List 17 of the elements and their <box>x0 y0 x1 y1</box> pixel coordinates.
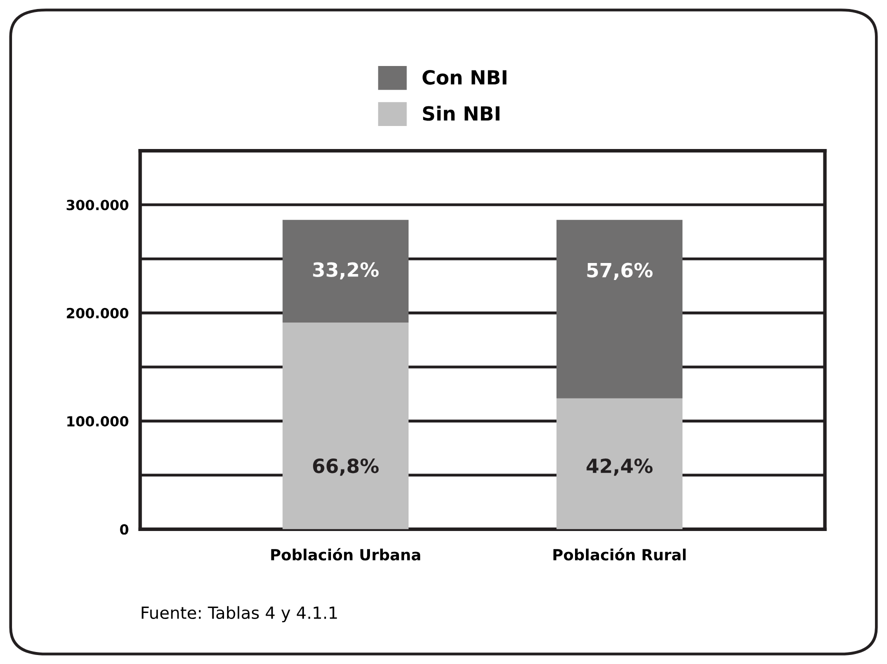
x-tick-label: Población Urbana <box>271 548 420 560</box>
y-tick-label: 100.000 <box>67 416 128 427</box>
y-tick-label: 200.000 <box>66 308 128 318</box>
bar <box>556 220 682 398</box>
source-note: Fuente: Tablas 4 y 4.1.1 <box>142 606 337 622</box>
x-tick-label: Población Rural <box>553 548 686 560</box>
bar <box>556 398 682 530</box>
annotation: 33,2% <box>313 262 379 280</box>
bar <box>282 220 409 323</box>
annotation: 57,6% <box>587 262 653 280</box>
y-tick-label: 300.000 <box>66 200 128 210</box>
legend-label: Con NBI <box>422 70 506 85</box>
legend-label: Sin NBI <box>423 106 500 121</box>
y-tick-label: 0 <box>120 524 128 535</box>
bar <box>282 322 409 530</box>
annotation: 66,8% <box>313 458 379 476</box>
annotation: 42,4% <box>586 458 653 476</box>
